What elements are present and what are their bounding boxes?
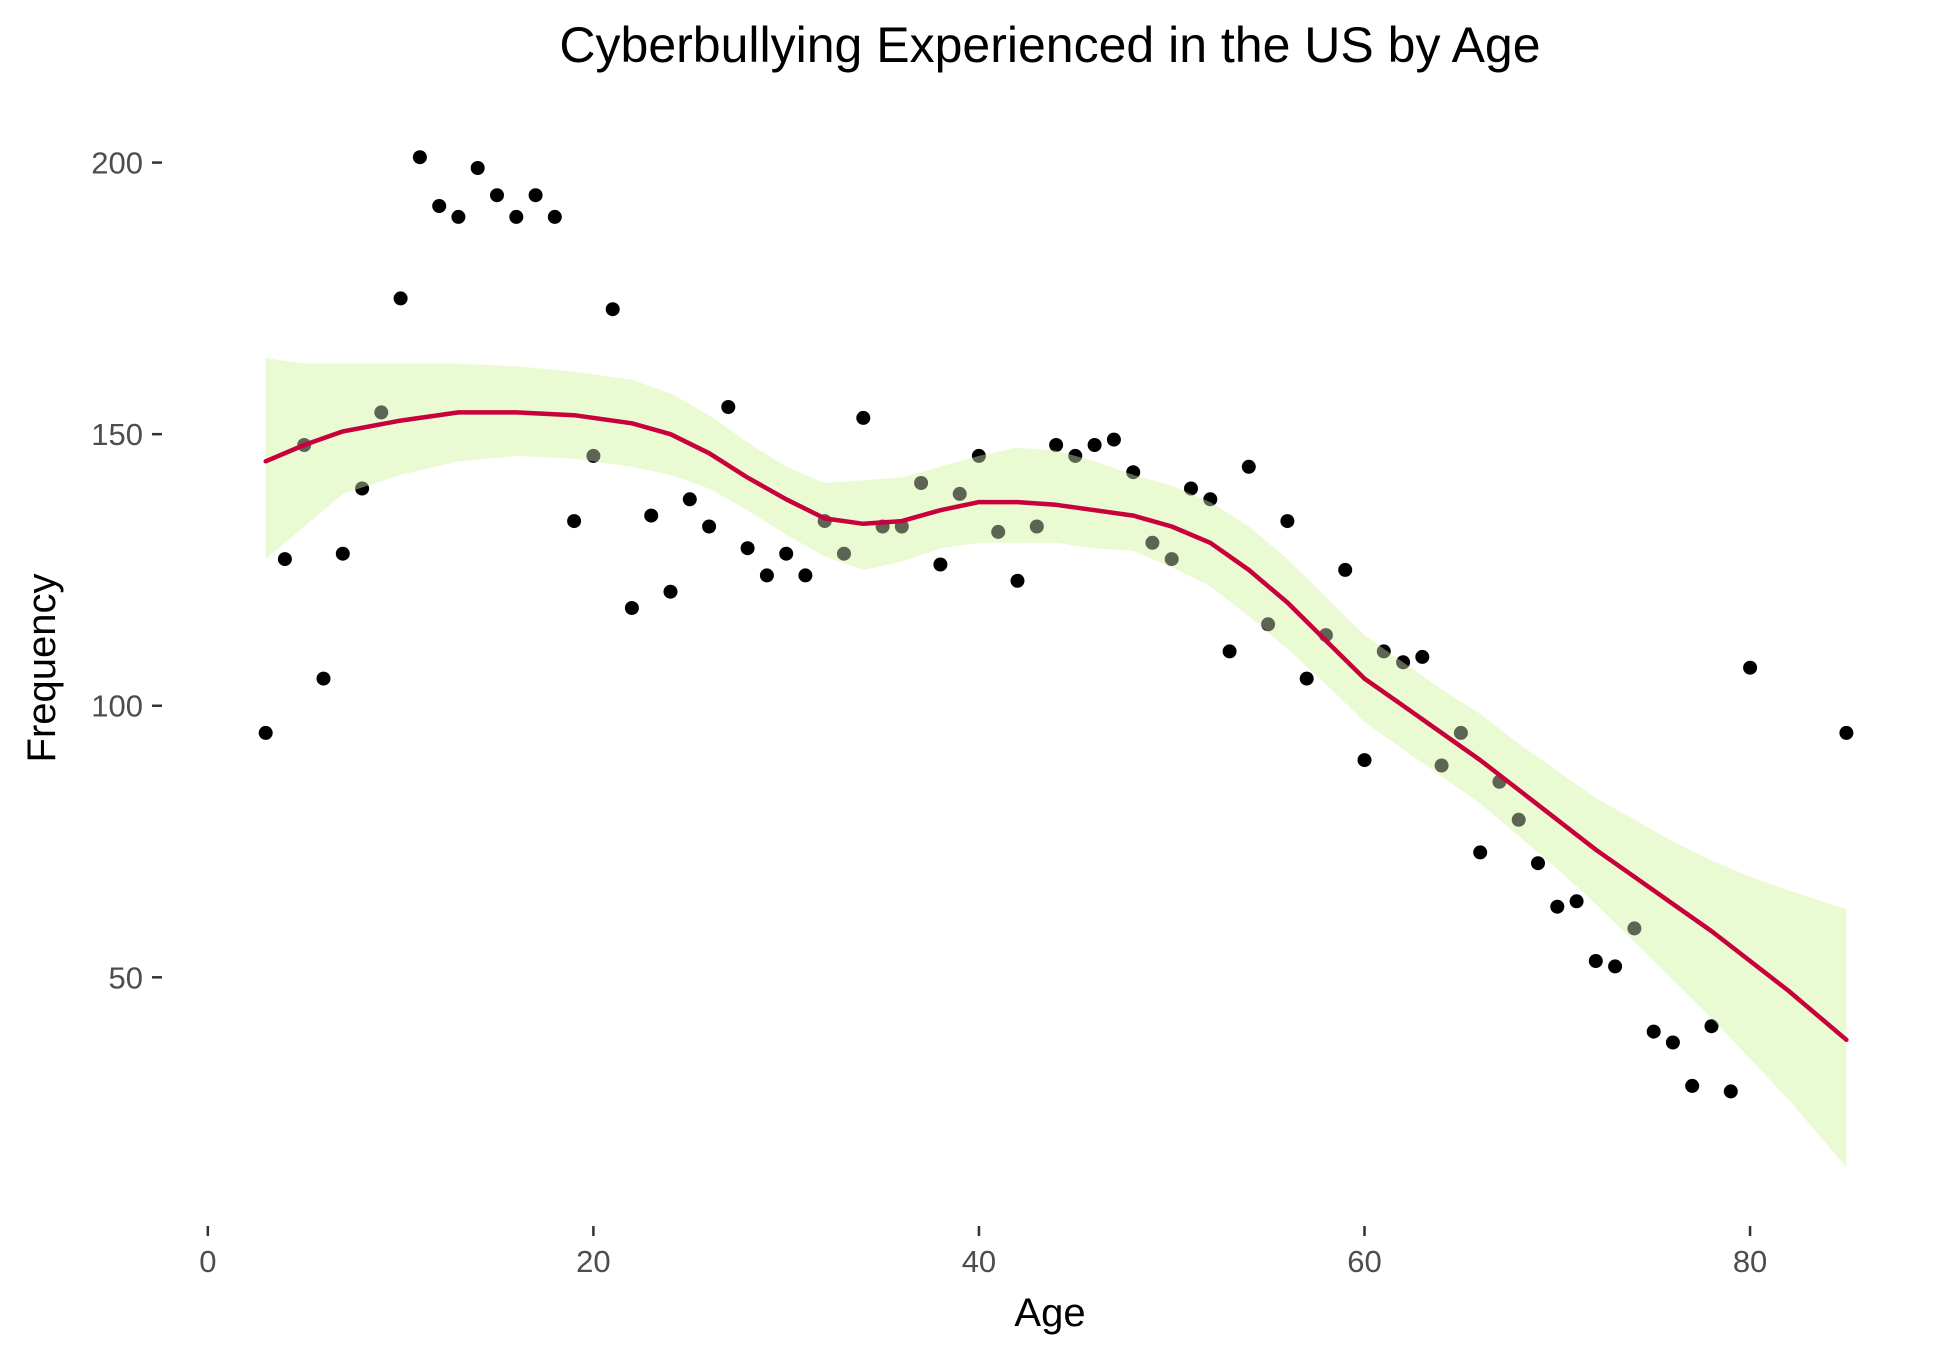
data-point-9 <box>432 199 447 213</box>
data-point-23 <box>702 519 717 534</box>
smooth-line-layer <box>263 410 1849 1043</box>
data-point-37 <box>971 448 986 463</box>
data-point-47 <box>1164 552 1179 567</box>
data-point-53 <box>1280 514 1295 529</box>
data-point-3 <box>316 671 331 686</box>
data-point-71 <box>1627 921 1642 936</box>
data-point-8 <box>412 150 427 165</box>
data-point-25 <box>740 541 755 556</box>
data-point-45 <box>1126 465 1141 480</box>
points-layer <box>258 150 1854 1168</box>
data-point-78 <box>1839 725 1854 740</box>
data-point-40 <box>1029 519 1044 534</box>
data-point-26 <box>759 568 774 583</box>
confidence-band-layer <box>265 358 1847 1168</box>
data-point-43 <box>1087 438 1102 452</box>
confidence-band-overlay <box>265 358 1847 1168</box>
data-point-73 <box>1665 1035 1680 1050</box>
chart-title: Cyberbullying Experienced in the US by A… <box>559 17 1540 73</box>
data-point-51 <box>1241 459 1256 474</box>
data-point-15 <box>547 209 562 224</box>
data-point-67 <box>1550 899 1565 914</box>
data-point-41 <box>1049 438 1064 452</box>
data-point-77 <box>1743 660 1758 675</box>
data-point-19 <box>624 601 639 615</box>
data-point-46 <box>1145 535 1160 550</box>
x-axis-title: Age <box>1014 1291 1085 1335</box>
data-point-13 <box>509 209 524 224</box>
data-point-76 <box>1723 1084 1738 1099</box>
data-point-57 <box>1357 753 1372 768</box>
data-point-65 <box>1511 812 1526 827</box>
y-tick-label-100: 100 <box>91 689 143 724</box>
x-tick-label-80: 80 <box>1733 1244 1767 1279</box>
data-point-52 <box>1261 617 1276 632</box>
x-axis: 0 20 40 60 80 <box>199 1226 1767 1279</box>
data-point-35 <box>933 557 948 572</box>
data-point-11 <box>470 161 485 175</box>
data-point-5 <box>355 481 370 496</box>
data-point-66 <box>1531 856 1545 871</box>
data-point-62 <box>1453 725 1468 740</box>
data-point-68 <box>1569 894 1584 909</box>
data-point-34 <box>914 476 929 490</box>
data-point-28 <box>798 568 813 583</box>
data-point-18 <box>605 302 620 317</box>
data-point-0 <box>258 725 273 740</box>
data-point-59 <box>1396 655 1411 670</box>
data-point-31 <box>856 410 871 425</box>
data-point-72 <box>1646 1024 1661 1039</box>
data-point-48 <box>1184 481 1198 496</box>
x-tick-label-60: 60 <box>1347 1244 1381 1279</box>
data-point-14 <box>528 188 543 203</box>
data-point-12 <box>490 188 504 203</box>
data-point-17 <box>586 448 601 463</box>
y-tick-label-200: 200 <box>91 146 143 181</box>
y-tick-label-150: 150 <box>91 417 143 452</box>
data-point-42 <box>1068 448 1083 463</box>
data-point-54 <box>1299 671 1314 686</box>
data-point-75 <box>1704 1019 1719 1034</box>
data-point-21 <box>663 584 678 599</box>
smooth-line <box>263 410 1849 1043</box>
data-point-36 <box>952 486 967 501</box>
data-point-10 <box>451 209 466 224</box>
x-tick-label-40: 40 <box>962 1244 996 1279</box>
data-point-56 <box>1338 562 1353 577</box>
data-point-74 <box>1685 1078 1700 1093</box>
data-point-49 <box>1203 492 1218 507</box>
data-point-30 <box>837 546 851 561</box>
data-point-24 <box>721 400 736 414</box>
data-point-38 <box>991 524 1006 539</box>
data-point-7 <box>393 291 408 306</box>
data-point-70 <box>1608 959 1623 974</box>
data-point-1 <box>277 552 292 567</box>
data-point-63 <box>1473 845 1488 860</box>
confidence-band <box>265 358 1847 1168</box>
data-point-6 <box>374 405 389 420</box>
data-point-60 <box>1415 649 1430 664</box>
data-point-39 <box>1010 573 1025 588</box>
y-tick-label-50: 50 <box>109 960 143 995</box>
data-point-58 <box>1376 644 1391 659</box>
data-point-44 <box>1106 432 1121 447</box>
data-point-61 <box>1434 758 1449 773</box>
x-tick-label-0: 0 <box>199 1244 216 1279</box>
data-point-16 <box>567 514 582 529</box>
data-point-27 <box>779 546 794 561</box>
y-axis-title: Frequency <box>20 574 64 763</box>
data-point-50 <box>1222 644 1237 659</box>
data-point-20 <box>644 508 659 523</box>
data-point-22 <box>682 492 697 507</box>
data-point-69 <box>1588 954 1603 968</box>
y-axis: 50 100 150 200 <box>91 146 162 995</box>
data-point-4 <box>335 546 350 561</box>
x-tick-label-20: 20 <box>576 1244 610 1279</box>
